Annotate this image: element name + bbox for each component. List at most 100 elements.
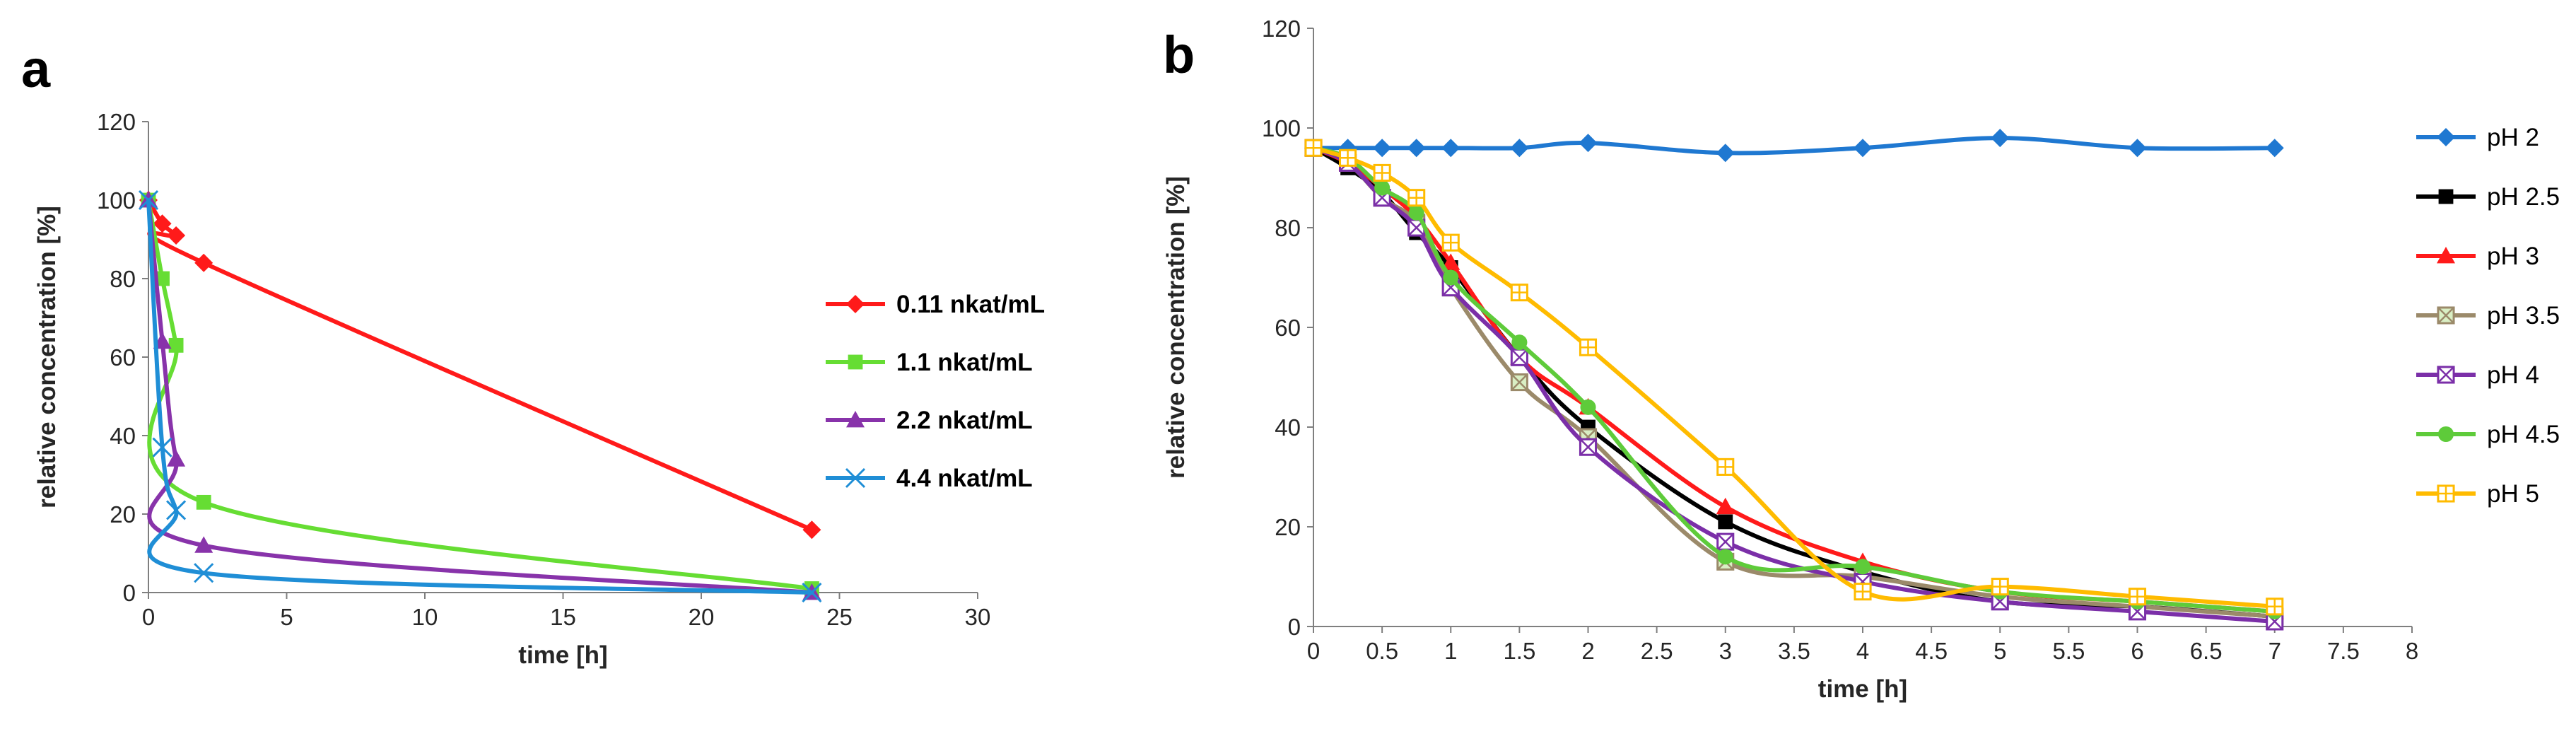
panel-a-y-tick-label: 100 [97, 187, 136, 214]
panel-b-letter: b [1163, 25, 1195, 84]
panel-b-series-line [1311, 146, 2277, 609]
panel-a-legend: 0.11 nkat/mL 1.1 nkat/mL 2.2 nkat/mL 4.4 nk… [826, 291, 1045, 492]
panel-a-legend-item: 1.1 nkat/mL [826, 349, 1033, 376]
panel-b-legend-marker [2437, 366, 2455, 384]
panel-a-data-point [152, 437, 172, 457]
panel-a-data-point [802, 582, 822, 603]
panel-a-x-axis-title: time [h] [518, 641, 607, 669]
panel-a-x-tick-label: 20 [689, 604, 715, 630]
panel-a-data-point [153, 214, 172, 233]
panel-a-legend-label: 0.11 nkat/mL [896, 291, 1045, 318]
panel-b-data-point [1580, 399, 1596, 415]
panel-b-data-point [1407, 189, 1426, 207]
panel-b-x-tick-label: 4.5 [1915, 638, 1948, 664]
panel-a-x-tick-label: 10 [412, 604, 438, 630]
panel-a-legend-label: 4.4 nkat/mL [896, 465, 1033, 492]
panel-b-series [1304, 129, 2284, 631]
panel-b-data-point [1510, 139, 1529, 158]
panel-a-data-point [167, 450, 186, 467]
panel-a-data-point [194, 536, 213, 553]
panel-a-legend-item: 0.11 nkat/mL [826, 291, 1045, 318]
panel-b-data-point [1579, 134, 1598, 153]
panel-b-x-tick-label: 2 [1581, 638, 1594, 664]
panel-b-data-point [1854, 559, 1871, 575]
panel-b-y-tick-label: 80 [1275, 215, 1301, 241]
panel-b-x-tick-label: 6 [2131, 638, 2143, 664]
panel-b-data-point [1717, 549, 1733, 565]
panel-b-x-tick-label: 2.5 [1641, 638, 1673, 664]
panel-b-y-tick-label: 0 [1288, 614, 1301, 640]
panel-b-data-point [2128, 588, 2147, 606]
panel-a-series-3 [138, 190, 822, 603]
panel-a-legend-marker [846, 411, 865, 428]
panel-a-series-line [146, 198, 814, 595]
panel-b-x-axis-title: time [h] [1818, 675, 1907, 703]
panel-b-y-tick-label: 120 [1262, 16, 1301, 42]
panel-b-series-line [1311, 146, 2277, 619]
panel-a-legend-label: 1.1 nkat/mL [896, 349, 1033, 376]
panel-b-data-point [1374, 180, 1391, 196]
panel-a-legend-marker [848, 354, 863, 370]
panel-b-y-tick-label: 100 [1262, 115, 1301, 141]
panel-b-data-point [1579, 338, 1598, 356]
panel-b-data-point [1408, 204, 1424, 221]
panel-b-data-point [1510, 284, 1528, 302]
panel-b-data-point [1716, 457, 1735, 476]
panel-b-legend-marker [2437, 426, 2454, 443]
panel-a-x-tick-label: 30 [965, 604, 991, 630]
panel-b-chart: b 0 20 40 60 80 100 120 0 0.5 1 1.5 2 2.5 3 3.5 4 4.5 5 5.… [1162, 16, 2560, 703]
panel-a-series-line [146, 198, 814, 595]
panel-b-legend-item: pH 4.5 [2416, 421, 2560, 448]
panel-b-x-tick-label: 1.5 [1503, 638, 1535, 664]
panel-b-data-point [1443, 269, 1459, 286]
panel-b-legend-marker [2437, 128, 2455, 146]
panel-b-series-0 [1304, 129, 2284, 163]
panel-a-legend-marker [846, 295, 865, 313]
panel-b-y-tick-label: 20 [1275, 514, 1301, 540]
panel-b-data-point [1441, 253, 1460, 270]
panel-a-data-point [155, 271, 170, 286]
panel-b-data-point [1854, 583, 1872, 601]
panel-b-x-tick-label: 4 [1856, 638, 1869, 664]
panel-b-x-tick-label: 7 [2268, 638, 2281, 664]
panel-a-data-point [196, 494, 211, 510]
panel-b-axes: 0 20 40 60 80 100 120 0 0.5 1 1.5 2 2.5 3 3.5 4 4.5 5 5.5 6… [1162, 16, 2418, 703]
panel-a-data-point [138, 190, 159, 211]
panel-a-data-point [194, 563, 214, 583]
panel-b-data-point [1441, 139, 1460, 158]
panel-b-data-point [1407, 139, 1426, 158]
panel-a-y-tick-label: 40 [110, 423, 136, 449]
panel-a-y-tick-label: 80 [110, 266, 136, 292]
panel-a-y-axis-title: relative concentration [%] [33, 206, 61, 508]
panel-b-legend-item: pH 3 [2416, 243, 2539, 270]
panel-b-legend-marker [2437, 306, 2455, 325]
panel-b-data-point [2265, 139, 2284, 158]
panel-b-legend-label: pH 4.5 [2487, 421, 2560, 448]
panel-b-legend-marker [2437, 484, 2455, 503]
panel-a-letter: a [21, 40, 51, 98]
panel-a-data-point [166, 500, 187, 520]
panel-a-data-point [802, 520, 821, 540]
panel-b-legend-marker [2437, 247, 2455, 264]
panel-a-legend-label: 2.2 nkat/mL [896, 407, 1033, 434]
panel-b-y-axis-title: relative concentration [%] [1162, 176, 1190, 479]
panel-b-legend-item: pH 2 [2416, 124, 2539, 151]
panel-b-y-tick-label: 60 [1275, 315, 1301, 341]
panel-a-y-tick-label: 0 [123, 580, 136, 606]
panel-b-series-line [1311, 146, 2277, 624]
panel-b-x-tick-label: 8 [2406, 638, 2418, 664]
panel-b-data-point [1510, 348, 1528, 366]
panel-b-legend-label: pH 2 [2487, 124, 2539, 151]
panel-b-data-point [1716, 144, 1735, 163]
panel-a-x-tick-label: 5 [280, 604, 293, 630]
panel-b-data-point [1991, 129, 2010, 148]
panel-a-axes: 0 20 40 60 80 100 120 0 5 10 15 20 25 30 time [h] relat… [33, 109, 990, 669]
panel-b-legend-item: pH 4 [2416, 361, 2539, 389]
panel-b-data-point [1718, 514, 1733, 530]
panel-b-x-tick-label: 7.5 [2327, 638, 2360, 664]
panel-b-data-point [1991, 578, 2009, 596]
panel-a-data-point [167, 226, 186, 245]
panel-b-data-point [1441, 233, 1460, 252]
panel-b-x-tick-label: 0.5 [1366, 638, 1398, 664]
